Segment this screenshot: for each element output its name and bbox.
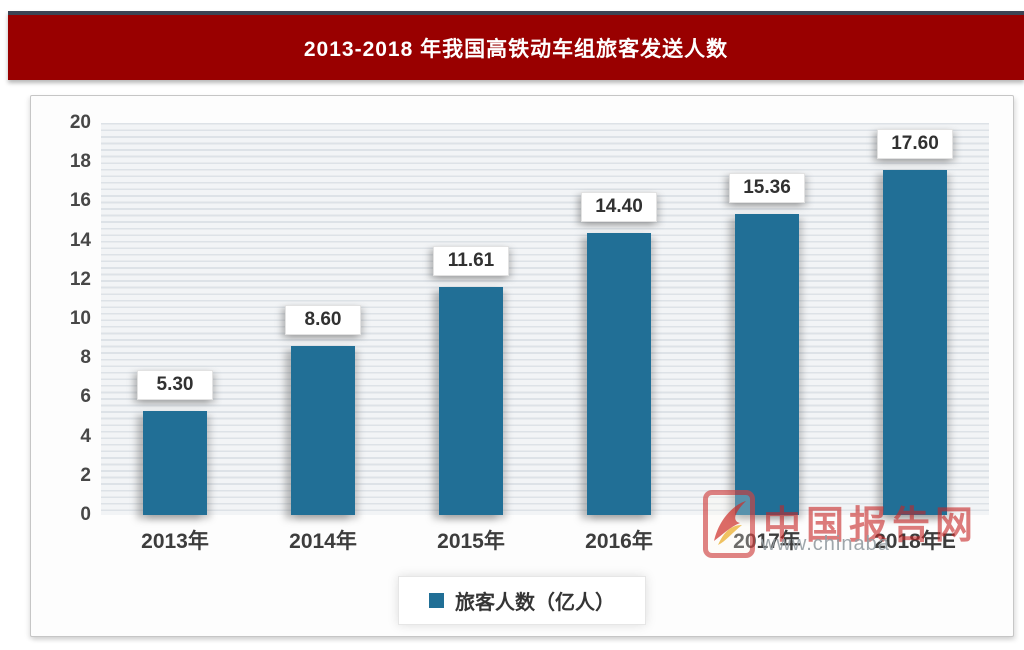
- x-axis-label: 2016年: [585, 530, 653, 553]
- y-axis-tick-label: 12: [69, 268, 91, 290]
- y-axis-tick-label: 18: [69, 151, 91, 173]
- bar-value-label: 8.60: [285, 305, 361, 336]
- x-axis-label: 2018年E: [874, 530, 956, 553]
- bar-value-label: 11.61: [433, 246, 509, 277]
- page-title: 2013-2018 年我国高铁动车组旅客发送人数: [303, 37, 729, 61]
- chart-card: 旅客人数（亿人） 中国报告网 www.chinaba 0 2 4 6 8 10 12 14 16…: [30, 95, 1014, 637]
- bar: [143, 411, 207, 515]
- x-axis-label: 2015年: [437, 530, 505, 553]
- y-axis-tick-label: 16: [69, 190, 91, 212]
- x-axis-label: 2013年: [141, 530, 209, 553]
- bar-value-label: 14.40: [581, 191, 657, 222]
- y-axis-tick-label: 4: [80, 425, 91, 447]
- y-axis-tick-label: 10: [69, 308, 91, 329]
- bar-value-label: 15.36: [729, 172, 805, 203]
- y-axis-tick-label: 20: [69, 112, 91, 133]
- y-axis-tick-label: 6: [80, 386, 91, 408]
- y-axis-tick-label: 8: [80, 347, 91, 369]
- bar: [883, 170, 947, 515]
- y-axis-tick-label: 0: [80, 504, 91, 525]
- plot-area: [101, 123, 989, 515]
- y-axis-tick-label: 2: [80, 464, 91, 486]
- bar: [735, 213, 799, 515]
- y-axis-tick-label: 14: [69, 229, 91, 251]
- bar: [439, 287, 503, 515]
- legend-label: 旅客人数（亿人）: [455, 592, 615, 614]
- bar: [587, 232, 651, 515]
- chart-title-banner: 2013-2018 年我国高铁动车组旅客发送人数: [8, 11, 1024, 80]
- x-axis-label: 2017年: [733, 530, 801, 553]
- bar: [291, 346, 355, 515]
- bar-value-label: 5.30: [137, 370, 213, 401]
- legend-swatch-icon: [429, 593, 444, 608]
- x-axis-label: 2014年: [289, 530, 357, 553]
- legend: 旅客人数（亿人）: [398, 576, 646, 625]
- bar-value-label: 17.60: [877, 129, 953, 160]
